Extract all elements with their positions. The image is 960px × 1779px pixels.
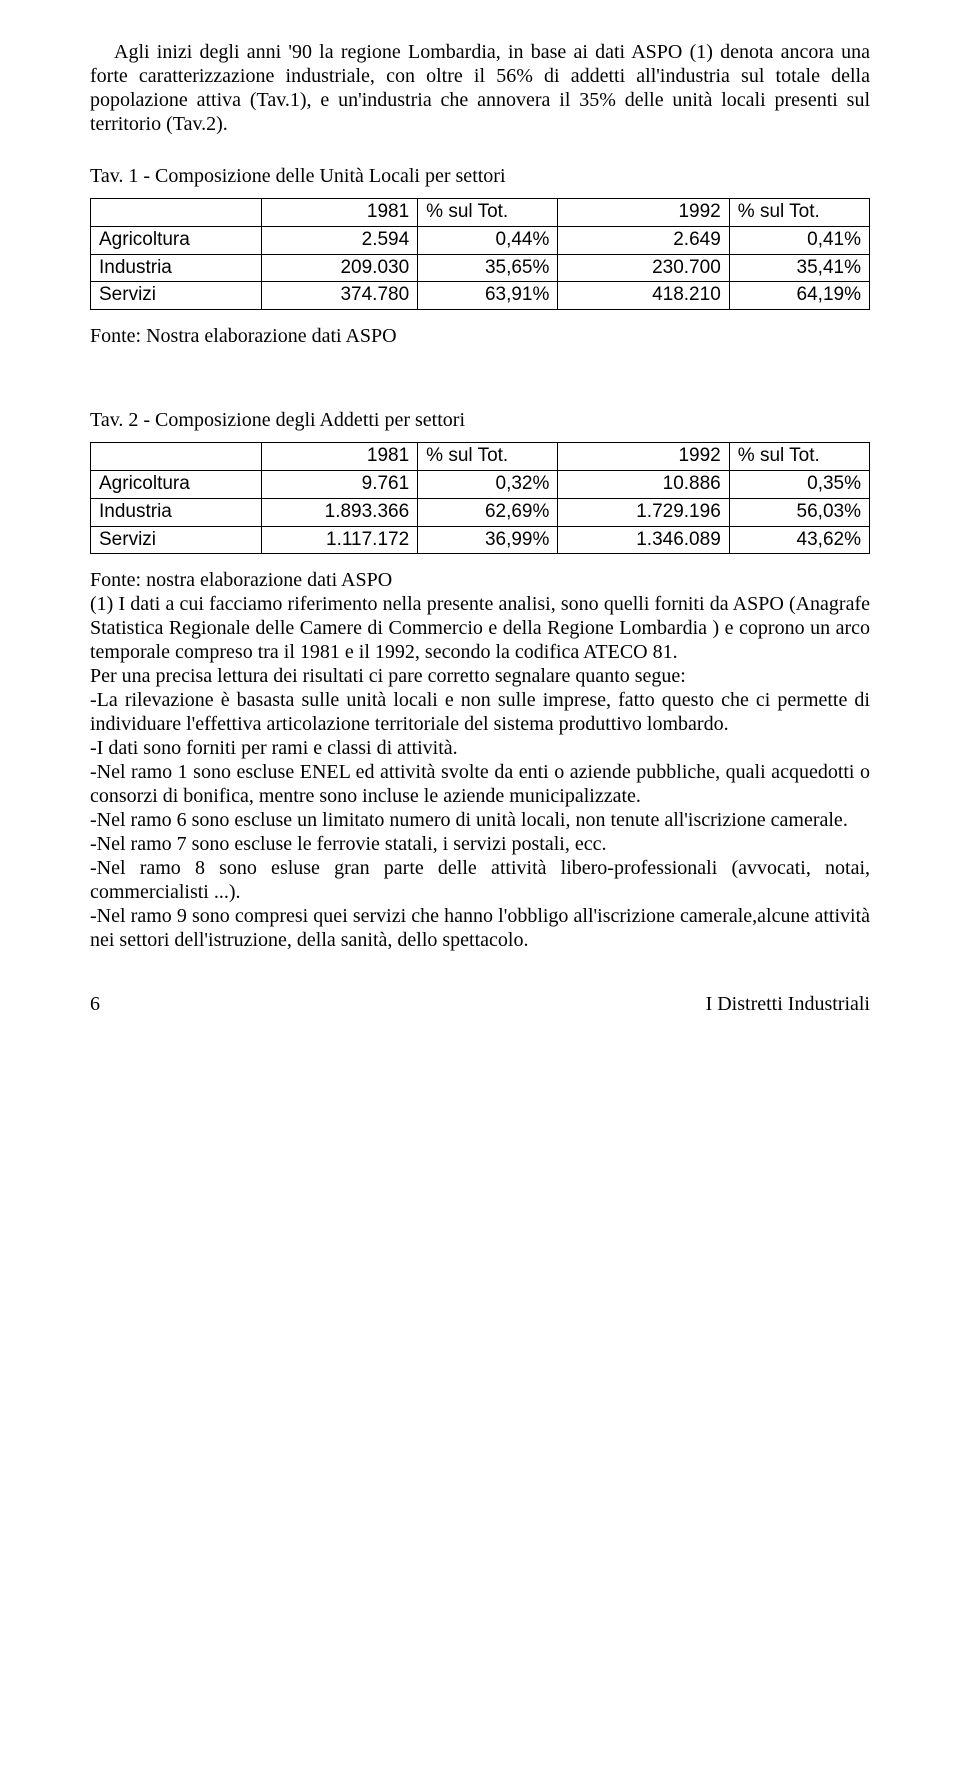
table-cell: 0,35% bbox=[729, 470, 869, 498]
table-header-cell: % sul Tot. bbox=[418, 199, 558, 227]
footnote-line: -Nel ramo 1 sono escluse ENEL ed attivit… bbox=[90, 760, 870, 808]
table-row: Agricoltura 9.761 0,32% 10.886 0,35% bbox=[91, 470, 870, 498]
table2-source: Fonte: nostra elaborazione dati ASPO bbox=[90, 568, 870, 592]
table-cell: 1.893.366 bbox=[262, 498, 418, 526]
table-header-cell: 1992 bbox=[558, 443, 729, 471]
table-cell: Servizi bbox=[91, 526, 262, 554]
table-cell: 56,03% bbox=[729, 498, 869, 526]
table1-source: Fonte: Nostra elaborazione dati ASPO bbox=[90, 324, 870, 348]
table-cell: 1.346.089 bbox=[558, 526, 729, 554]
table2-caption: Tav. 2 - Composizione degli Addetti per … bbox=[90, 408, 870, 432]
table-row: Agricoltura 2.594 0,44% 2.649 0,41% bbox=[91, 226, 870, 254]
footnote-block: (1) I dati a cui facciamo riferimento ne… bbox=[90, 592, 870, 952]
table-cell: 0,32% bbox=[418, 470, 558, 498]
footnote-line: -Nel ramo 9 sono compresi quei servizi c… bbox=[90, 904, 870, 952]
table-cell: 1.117.172 bbox=[262, 526, 418, 554]
table-cell: 35,41% bbox=[729, 254, 869, 282]
footnote-line: -Nel ramo 6 sono escluse un limitato num… bbox=[90, 808, 870, 832]
table-cell: Agricoltura bbox=[91, 226, 262, 254]
table-header-cell bbox=[91, 443, 262, 471]
page-number: 6 bbox=[90, 992, 100, 1016]
table-header-cell: 1992 bbox=[558, 199, 729, 227]
footnote-line: -La rilevazione è basasta sulle unità lo… bbox=[90, 688, 870, 736]
table-cell: Industria bbox=[91, 498, 262, 526]
table-header-cell bbox=[91, 199, 262, 227]
table1: 1981 % sul Tot. 1992 % sul Tot. Agricolt… bbox=[90, 198, 870, 310]
table-cell: 62,69% bbox=[418, 498, 558, 526]
footer-title: I Distretti Industriali bbox=[706, 992, 870, 1016]
table-cell: 10.886 bbox=[558, 470, 729, 498]
footnote-line: -Nel ramo 8 sono esluse gran parte delle… bbox=[90, 856, 870, 904]
table-cell: 0,44% bbox=[418, 226, 558, 254]
table-row: Industria 209.030 35,65% 230.700 35,41% bbox=[91, 254, 870, 282]
table-cell: 1.729.196 bbox=[558, 498, 729, 526]
table-header-cell: % sul Tot. bbox=[729, 443, 869, 471]
table-row: Industria 1.893.366 62,69% 1.729.196 56,… bbox=[91, 498, 870, 526]
table-cell: 36,99% bbox=[418, 526, 558, 554]
table-row: 1981 % sul Tot. 1992 % sul Tot. bbox=[91, 199, 870, 227]
table-cell: 418.210 bbox=[558, 282, 729, 310]
table-header-cell: 1981 bbox=[262, 199, 418, 227]
table-header-cell: 1981 bbox=[262, 443, 418, 471]
intro-paragraph: Agli inizi degli anni '90 la regione Lom… bbox=[90, 40, 870, 136]
page-footer: 6 I Distretti Industriali bbox=[90, 992, 870, 1016]
footnote-line: Per una precisa lettura dei risultati ci… bbox=[90, 664, 870, 688]
table-cell: 230.700 bbox=[558, 254, 729, 282]
table1-caption: Tav. 1 - Composizione delle Unità Locali… bbox=[90, 164, 870, 188]
table-cell: 35,65% bbox=[418, 254, 558, 282]
table-cell: 374.780 bbox=[262, 282, 418, 310]
table-header-cell: % sul Tot. bbox=[729, 199, 869, 227]
table-cell: 63,91% bbox=[418, 282, 558, 310]
table-row: Servizi 374.780 63,91% 418.210 64,19% bbox=[91, 282, 870, 310]
table-row: 1981 % sul Tot. 1992 % sul Tot. bbox=[91, 443, 870, 471]
table-cell: 0,41% bbox=[729, 226, 869, 254]
table-cell: 43,62% bbox=[729, 526, 869, 554]
table-cell: Agricoltura bbox=[91, 470, 262, 498]
table2: 1981 % sul Tot. 1992 % sul Tot. Agricolt… bbox=[90, 442, 870, 554]
table-cell: Servizi bbox=[91, 282, 262, 310]
footnote-line: -Nel ramo 7 sono escluse le ferrovie sta… bbox=[90, 832, 870, 856]
table-cell: 2.594 bbox=[262, 226, 418, 254]
table-cell: 2.649 bbox=[558, 226, 729, 254]
footnote-line: -I dati sono forniti per rami e classi d… bbox=[90, 736, 870, 760]
table-cell: 9.761 bbox=[262, 470, 418, 498]
table-cell: 209.030 bbox=[262, 254, 418, 282]
table-row: Servizi 1.117.172 36,99% 1.346.089 43,62… bbox=[91, 526, 870, 554]
table-cell: Industria bbox=[91, 254, 262, 282]
table-header-cell: % sul Tot. bbox=[418, 443, 558, 471]
table-cell: 64,19% bbox=[729, 282, 869, 310]
footnote-line: (1) I dati a cui facciamo riferimento ne… bbox=[90, 592, 870, 664]
